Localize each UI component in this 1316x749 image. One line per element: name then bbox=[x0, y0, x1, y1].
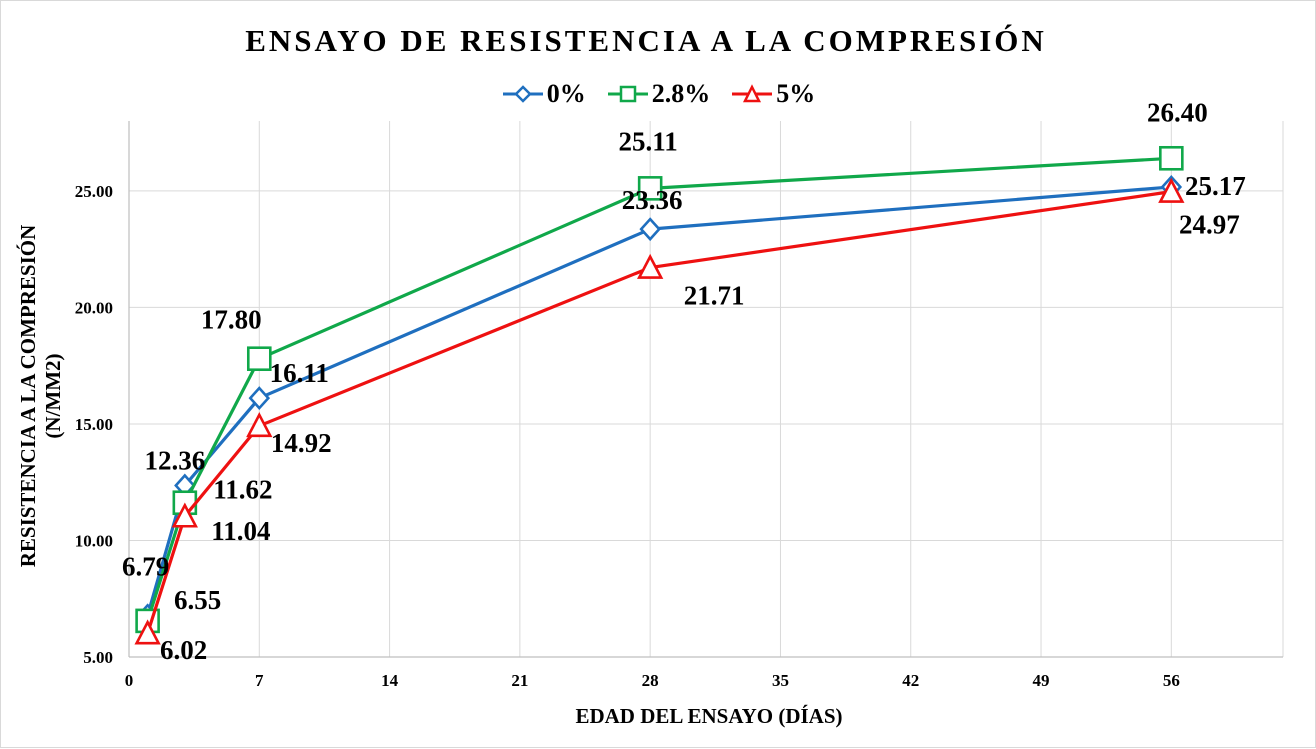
data-point-0 bbox=[639, 217, 661, 242]
data-label: 21.71 bbox=[684, 281, 745, 311]
x-tick-label: 28 bbox=[642, 671, 659, 690]
legend-item-2: 5% bbox=[732, 79, 815, 109]
chart-title: ENSAYO DE RESISTENCIA A LA COMPRESIÓN bbox=[245, 23, 1047, 58]
legend-marker-square-icon bbox=[607, 85, 648, 103]
legend-label-2: 5% bbox=[776, 79, 816, 108]
data-label: 11.62 bbox=[213, 475, 272, 505]
y-tick-label: 5.00 bbox=[83, 648, 113, 667]
data-point-1 bbox=[637, 176, 663, 201]
legend-marker-diamond-icon bbox=[502, 85, 543, 103]
x-tick-label: 0 bbox=[125, 671, 134, 690]
data-label: 25.17 bbox=[1185, 171, 1246, 201]
data-label: 24.97 bbox=[1179, 210, 1240, 240]
legend-item-1: 2.8% bbox=[607, 79, 711, 109]
legend-item-0: 0% bbox=[502, 79, 586, 109]
y-tick-label: 10.00 bbox=[75, 531, 113, 550]
data-label: 16.11 bbox=[270, 358, 329, 388]
data-point-2 bbox=[171, 502, 198, 528]
x-tick-label: 56 bbox=[1163, 671, 1180, 690]
x-tick-label: 35 bbox=[772, 671, 789, 690]
y-axis-title: RESISTENCIA A LA COMPRESIÓN (N/MM2) bbox=[16, 224, 65, 568]
y-tick-label: 20.00 bbox=[75, 298, 113, 317]
data-label: 14.92 bbox=[271, 428, 332, 458]
data-label: 25.11 bbox=[619, 126, 678, 156]
data-label: 6.55 bbox=[174, 585, 221, 615]
x-tick-label: 21 bbox=[511, 671, 528, 690]
data-point-2 bbox=[637, 253, 664, 279]
x-axis-title: EDAD DEL ENSAYO (DÍAS) bbox=[575, 704, 843, 728]
legend-label-0: 0% bbox=[546, 79, 586, 108]
x-tick-label: 14 bbox=[381, 671, 399, 690]
data-label: 12.36 bbox=[144, 445, 205, 475]
data-label: 6.79 bbox=[122, 551, 169, 581]
series-line-0 bbox=[146, 185, 1172, 616]
y-tick-label: 15.00 bbox=[75, 415, 113, 434]
data-label: 17.80 bbox=[201, 305, 262, 335]
legend-label-1: 2.8% bbox=[651, 79, 711, 108]
data-point-2 bbox=[134, 619, 161, 645]
data-point-0 bbox=[248, 386, 271, 411]
data-point-2 bbox=[246, 412, 273, 438]
x-tick-label: 7 bbox=[255, 671, 264, 690]
legend-marker-triangle-icon bbox=[732, 84, 773, 103]
data-point-2 bbox=[1158, 177, 1185, 203]
legend: 0% 2.8% 5% bbox=[1, 79, 1316, 109]
series-line-2 bbox=[146, 190, 1172, 634]
data-label: 23.36 bbox=[622, 185, 683, 215]
data-point-1 bbox=[246, 346, 272, 372]
x-tick-label: 42 bbox=[902, 671, 919, 690]
x-tick-label: 49 bbox=[1033, 671, 1050, 690]
y-tick-label: 25.00 bbox=[75, 182, 113, 201]
data-label: 6.02 bbox=[160, 635, 207, 665]
data-label: 11.04 bbox=[211, 516, 270, 546]
data-label: 26.40 bbox=[1147, 97, 1208, 127]
data-point-1 bbox=[1159, 145, 1184, 171]
